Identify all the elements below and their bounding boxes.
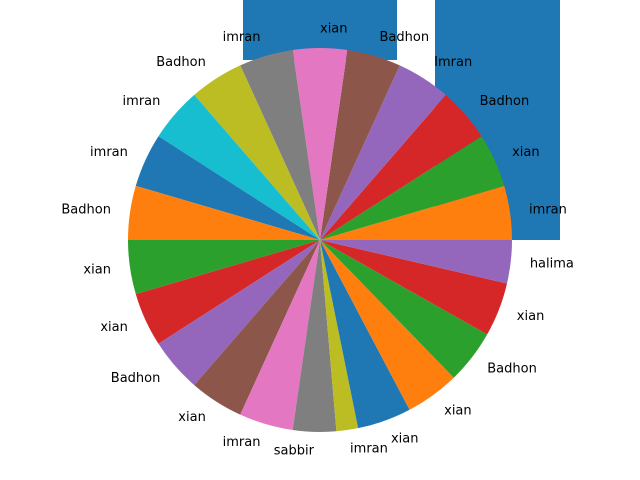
slice-label: Imran xyxy=(434,55,472,70)
pie-slice xyxy=(320,240,512,284)
pie-slice xyxy=(194,65,320,241)
pie-slice xyxy=(320,65,446,241)
pie-slice xyxy=(135,240,320,344)
pie-slice xyxy=(128,240,320,295)
slice-label: Badhon xyxy=(156,55,206,70)
pie-slice xyxy=(158,94,320,240)
slice-label: imran xyxy=(350,442,388,457)
slice-label: halima xyxy=(530,257,574,272)
pie-slice xyxy=(320,240,488,378)
pie-slice xyxy=(320,185,512,240)
pie-slice xyxy=(135,136,320,240)
slice-label: Badhon xyxy=(61,202,111,217)
pie-slice xyxy=(292,240,337,432)
pie-slice xyxy=(320,240,454,410)
slice-label: Badhon xyxy=(380,30,430,45)
slice-label: xian xyxy=(100,320,128,335)
slice-label: Badhon xyxy=(487,361,537,376)
pie-slice xyxy=(320,136,505,240)
pie-slice xyxy=(128,185,320,240)
pie-slice xyxy=(320,49,400,240)
pie-slice xyxy=(158,240,320,386)
pie-slice xyxy=(240,240,320,431)
slice-label: imran xyxy=(90,145,128,160)
slice-label: imran xyxy=(123,94,161,109)
pie-slice xyxy=(320,240,359,432)
pie-slice xyxy=(320,240,410,429)
slice-label: imran xyxy=(529,202,567,217)
pie-slice xyxy=(320,94,482,240)
slice-label: xian xyxy=(512,145,540,160)
slice-label: imran xyxy=(223,30,261,45)
slice-label: imran xyxy=(223,435,261,450)
slice-label: sabbir xyxy=(274,444,315,459)
slice-label: xian xyxy=(391,431,419,446)
slice-label: xian xyxy=(320,21,348,36)
slice-label: Badhon xyxy=(480,94,530,109)
pie-slice xyxy=(320,240,508,335)
pie-slice xyxy=(292,48,348,240)
slice-label: xian xyxy=(444,403,472,418)
slice-label: xian xyxy=(83,263,111,278)
slice-label: Badhon xyxy=(111,371,161,386)
slice-label: xian xyxy=(178,410,206,425)
slice-label: xian xyxy=(517,309,545,324)
pie-slice xyxy=(194,240,320,415)
pie-slice xyxy=(240,49,320,240)
